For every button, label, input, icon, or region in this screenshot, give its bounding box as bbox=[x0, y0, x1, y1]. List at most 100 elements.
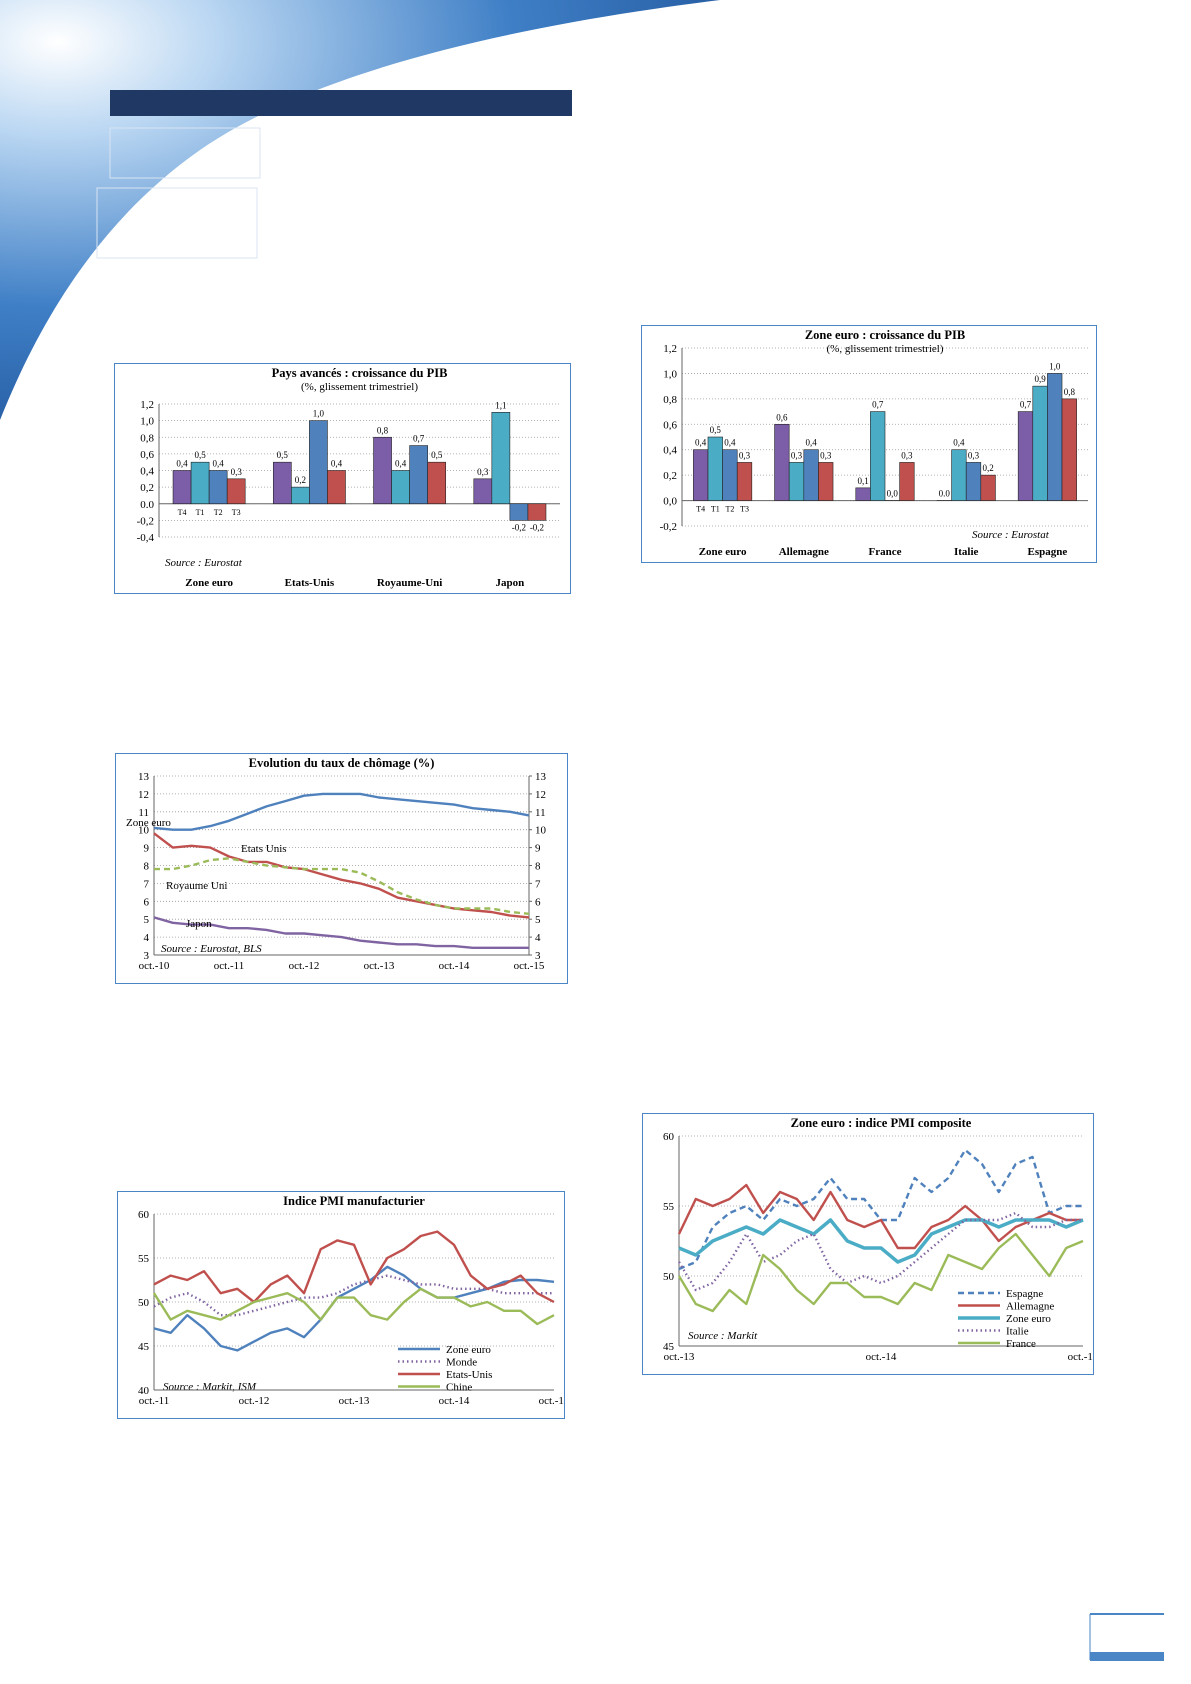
series-name: T4 bbox=[178, 508, 187, 517]
chart-title: Zone euro : croissance du PIB bbox=[805, 328, 965, 342]
y-tick-label: 50 bbox=[663, 1271, 675, 1283]
header-swoosh bbox=[0, 0, 720, 420]
series-label: Zone euro bbox=[126, 817, 171, 829]
y-tick-label: 0,2 bbox=[140, 482, 154, 494]
x-tick-label: oct.-15 bbox=[1068, 1351, 1093, 1363]
chart: Indice PMI manufacturier 40 45 50 55 60 Source… bbox=[117, 1191, 570, 1419]
y-tick-label: 10 bbox=[138, 825, 150, 837]
series-name: T3 bbox=[232, 508, 241, 517]
bar bbox=[818, 462, 834, 501]
value-label: 0,7 bbox=[872, 400, 884, 410]
bar bbox=[172, 470, 192, 505]
x-tick-label: oct.-13 bbox=[364, 960, 395, 972]
value-label: 0,3 bbox=[968, 450, 980, 460]
value-label: 1,1 bbox=[495, 400, 506, 410]
line-series bbox=[677, 1183, 1083, 1250]
source-note: Source : Markit bbox=[688, 1330, 758, 1342]
y2-tick-label: 12 bbox=[535, 789, 546, 801]
x-tick-label: oct.-12 bbox=[239, 1395, 270, 1407]
value-label: 0,2 bbox=[982, 463, 993, 473]
chart-svg: Zone euro : indice PMI composite 45 50 55 60… bbox=[663, 1116, 1099, 1363]
y-tick-label: 11 bbox=[138, 807, 149, 819]
legend-label: Italie bbox=[1006, 1326, 1029, 1338]
y-tick-label: 1,2 bbox=[140, 399, 154, 411]
y2-tick-label: 10 bbox=[535, 825, 547, 837]
y-tick-label: 6 bbox=[144, 896, 150, 908]
bar bbox=[190, 461, 210, 505]
legend-label: Zone euro bbox=[1006, 1313, 1051, 1325]
x-tick-label: oct.-14 bbox=[439, 1395, 470, 1407]
value-label: -0,2 bbox=[530, 522, 544, 532]
value-label: 0,3 bbox=[820, 450, 832, 460]
y-tick-label: -0,4 bbox=[137, 532, 155, 544]
value-label: 0,4 bbox=[176, 459, 188, 469]
value-label: 0,8 bbox=[377, 425, 389, 435]
source-note: Source : Eurostat bbox=[165, 557, 243, 569]
line-series bbox=[153, 1274, 554, 1317]
y-tick-label: 0.0 bbox=[140, 499, 154, 511]
chart: Evolution du taux de chômage (%) 3 4 5 6 7 8 9 1… bbox=[115, 753, 568, 984]
y-tick-label: 1,2 bbox=[663, 343, 677, 355]
x-tick-label: oct.-10 bbox=[139, 960, 170, 972]
legend-label: France bbox=[1006, 1338, 1036, 1350]
value-label: 0,4 bbox=[953, 438, 965, 448]
chart-subtitle: (%, glissement trimestriel) bbox=[827, 343, 944, 355]
value-label: 0,1 bbox=[857, 476, 868, 486]
value-label: 0.0 bbox=[939, 489, 951, 499]
line-series bbox=[153, 916, 529, 949]
y-tick-label: 12 bbox=[138, 789, 149, 801]
value-label: 1,0 bbox=[313, 409, 325, 419]
value-label: 1,0 bbox=[1049, 361, 1061, 371]
y-tick-label: 55 bbox=[138, 1253, 150, 1265]
bar bbox=[980, 474, 996, 501]
line-series bbox=[154, 857, 530, 915]
bar bbox=[509, 503, 529, 521]
y-tick-label: 0,0 bbox=[663, 496, 677, 508]
bar bbox=[788, 462, 805, 501]
x-tick-label: oct.-14 bbox=[439, 960, 470, 972]
page-marker-bar bbox=[1090, 1652, 1164, 1661]
y2-tick-label: 6 bbox=[535, 896, 541, 908]
value-label: 0,4 bbox=[395, 459, 407, 469]
x-tick-label: Japon bbox=[496, 577, 525, 589]
value-label: 0,7 bbox=[413, 434, 425, 444]
bar bbox=[1061, 398, 1077, 501]
source-note: Source : Markit, ISM bbox=[163, 1381, 257, 1393]
value-label: 0,4 bbox=[724, 438, 736, 448]
header-bar bbox=[110, 90, 572, 116]
series-label: Japon bbox=[186, 918, 212, 930]
bar bbox=[272, 461, 292, 505]
series-name: T2 bbox=[214, 508, 223, 517]
bar bbox=[427, 461, 447, 505]
bar bbox=[473, 478, 493, 505]
chart: Zone euro : indice PMI composite 45 50 55 60… bbox=[642, 1113, 1099, 1375]
value-label: 0,3 bbox=[739, 450, 751, 460]
line-series bbox=[153, 1265, 555, 1352]
chart-svg: Evolution du taux de chômage (%) 3 4 5 6 7 8 9 1… bbox=[126, 756, 547, 972]
y-tick-label: 1,0 bbox=[663, 368, 677, 380]
x-tick-label: Zone euro bbox=[699, 546, 747, 558]
bar bbox=[373, 436, 392, 505]
bar bbox=[226, 478, 246, 505]
value-label: 0,2 bbox=[295, 475, 306, 485]
chart-subtitle: (%, glissement trimestriel) bbox=[301, 381, 418, 393]
value-label: 0,3 bbox=[791, 450, 803, 460]
line-series bbox=[153, 832, 530, 919]
bar bbox=[1047, 373, 1063, 501]
bar bbox=[951, 449, 967, 501]
x-tick-label: Espagne bbox=[1028, 546, 1068, 558]
legend-label: Chine bbox=[446, 1382, 472, 1394]
y2-tick-label: 9 bbox=[535, 843, 541, 855]
source-note: Source : Eurostat, BLS bbox=[161, 943, 262, 955]
y2-tick-label: 8 bbox=[535, 861, 541, 873]
bar bbox=[693, 449, 709, 501]
series-label: Royaume Uni bbox=[166, 880, 227, 892]
y-tick-label: 40 bbox=[138, 1385, 150, 1397]
bar bbox=[491, 412, 511, 505]
y-tick-label: 4 bbox=[144, 932, 150, 944]
y-tick-label: 0,2 bbox=[663, 470, 677, 482]
x-tick-label: oct.-14 bbox=[866, 1351, 897, 1363]
chart-title: Zone euro : indice PMI composite bbox=[791, 1116, 972, 1130]
